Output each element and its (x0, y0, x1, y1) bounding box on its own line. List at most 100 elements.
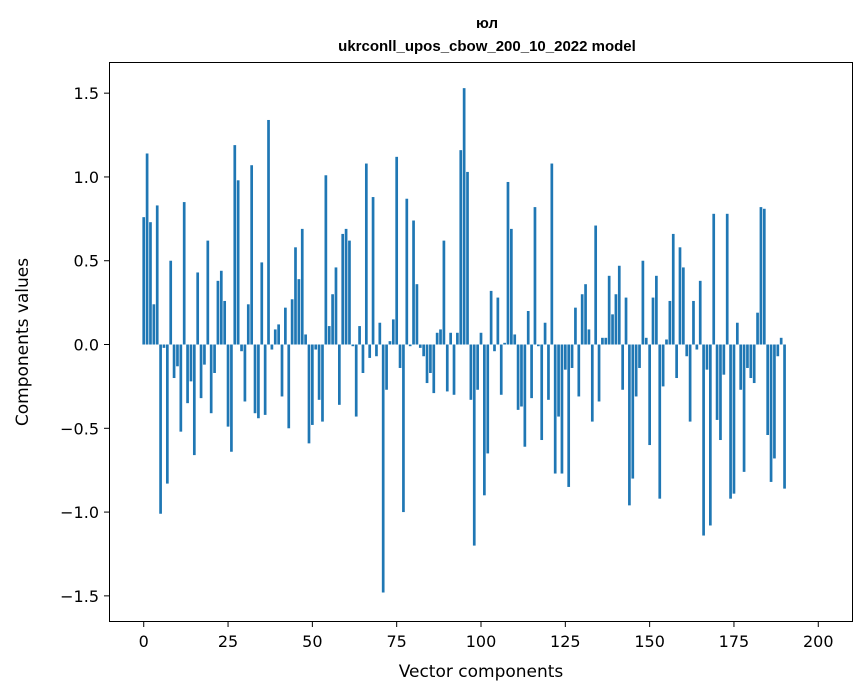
bar-67 (368, 344, 372, 358)
bar-163 (692, 300, 695, 345)
bar-86 (432, 344, 436, 394)
bar-166 (702, 344, 705, 536)
x-tick-label: 175 (719, 632, 750, 651)
bar-28 (236, 180, 240, 345)
bar-41 (280, 344, 284, 397)
bar-30 (243, 344, 247, 402)
bar-96 (466, 171, 469, 345)
bar-42 (284, 307, 287, 345)
x-tick-label: 100 (466, 632, 497, 651)
bar-162 (688, 344, 692, 422)
bar-14 (189, 344, 193, 382)
bar-146 (634, 344, 638, 397)
bar-137 (604, 337, 608, 345)
bar-130 (580, 294, 584, 345)
bar-39 (273, 329, 277, 345)
bar-19 (206, 240, 210, 345)
bar-68 (371, 197, 375, 345)
bar-17 (199, 344, 203, 399)
bar-140 (614, 294, 618, 345)
bar-11 (179, 344, 183, 432)
bar-185 (766, 344, 770, 435)
bar-50 (311, 344, 314, 425)
bar-160 (682, 267, 685, 345)
y-tick-label: 0.0 (74, 336, 99, 355)
bar-189 (779, 337, 783, 345)
bar-49 (307, 344, 311, 444)
bar-27 (233, 145, 237, 345)
y-tick-label: 1.5 (74, 84, 99, 103)
bar-94 (459, 150, 463, 345)
bar-134 (594, 225, 598, 345)
bar-172 (722, 344, 726, 375)
bar-120 (547, 344, 550, 400)
bar-133 (590, 344, 594, 422)
bar-74 (391, 319, 395, 345)
bar-31 (246, 304, 250, 345)
bar-63 (354, 344, 358, 417)
bar-113 (523, 344, 527, 447)
bar-71 (381, 344, 385, 593)
chart-title: юл (476, 15, 498, 32)
bar-167 (705, 344, 709, 370)
bar-series (142, 88, 786, 593)
bar-36 (263, 344, 267, 415)
bar-180 (749, 344, 753, 379)
bar-9 (172, 344, 176, 379)
bar-22 (216, 280, 220, 345)
bar-97 (469, 344, 473, 400)
bar-132 (587, 329, 591, 345)
bar-65 (361, 344, 365, 373)
x-axis-label: Vector components (399, 662, 564, 682)
bar-150 (648, 344, 651, 446)
bar-149 (644, 337, 648, 345)
bar-126 (567, 344, 571, 487)
bar-55 (327, 326, 331, 345)
bar-184 (762, 208, 766, 345)
bar-170 (715, 344, 719, 420)
plot-frame (109, 62, 853, 622)
bar-158 (675, 344, 678, 379)
x-tick-label: 0 (139, 632, 149, 651)
y-tick-label: −1.5 (60, 587, 99, 606)
bar-173 (725, 213, 729, 345)
bar-119 (543, 322, 547, 345)
bar-15 (192, 344, 196, 456)
bar-44 (290, 299, 294, 345)
bar-118 (540, 344, 544, 441)
y-tick-label: 1.0 (74, 168, 99, 187)
bar-26 (230, 344, 233, 452)
bar-93 (456, 332, 459, 345)
bar-153 (658, 344, 662, 499)
bar-157 (671, 233, 675, 345)
bar-85 (429, 344, 432, 373)
bar-38 (270, 344, 274, 350)
bar-100 (479, 332, 483, 345)
bar-12 (182, 202, 186, 345)
bar-183 (759, 207, 763, 345)
bar-168 (709, 344, 712, 526)
bar-16 (196, 272, 200, 345)
bar-152 (655, 275, 658, 345)
bar-109 (510, 228, 513, 345)
bar-2 (149, 222, 152, 345)
y-tick-label: −0.5 (60, 419, 99, 438)
bar-62 (351, 344, 355, 347)
bar-188 (776, 344, 780, 357)
bar-58 (338, 344, 341, 405)
bar-179 (746, 344, 749, 368)
bar-66 (364, 163, 368, 345)
bar-83 (422, 344, 426, 357)
bar-88 (439, 329, 442, 345)
bar-59 (341, 233, 345, 345)
bar-114 (526, 311, 530, 345)
bar-103 (489, 290, 493, 345)
x-tick-label: 50 (302, 632, 322, 651)
bar-77 (402, 344, 405, 513)
bar-48 (304, 334, 307, 345)
bar-116 (533, 207, 537, 345)
bar-187 (773, 344, 776, 459)
bar-111 (516, 344, 520, 410)
bar-4 (155, 205, 159, 345)
